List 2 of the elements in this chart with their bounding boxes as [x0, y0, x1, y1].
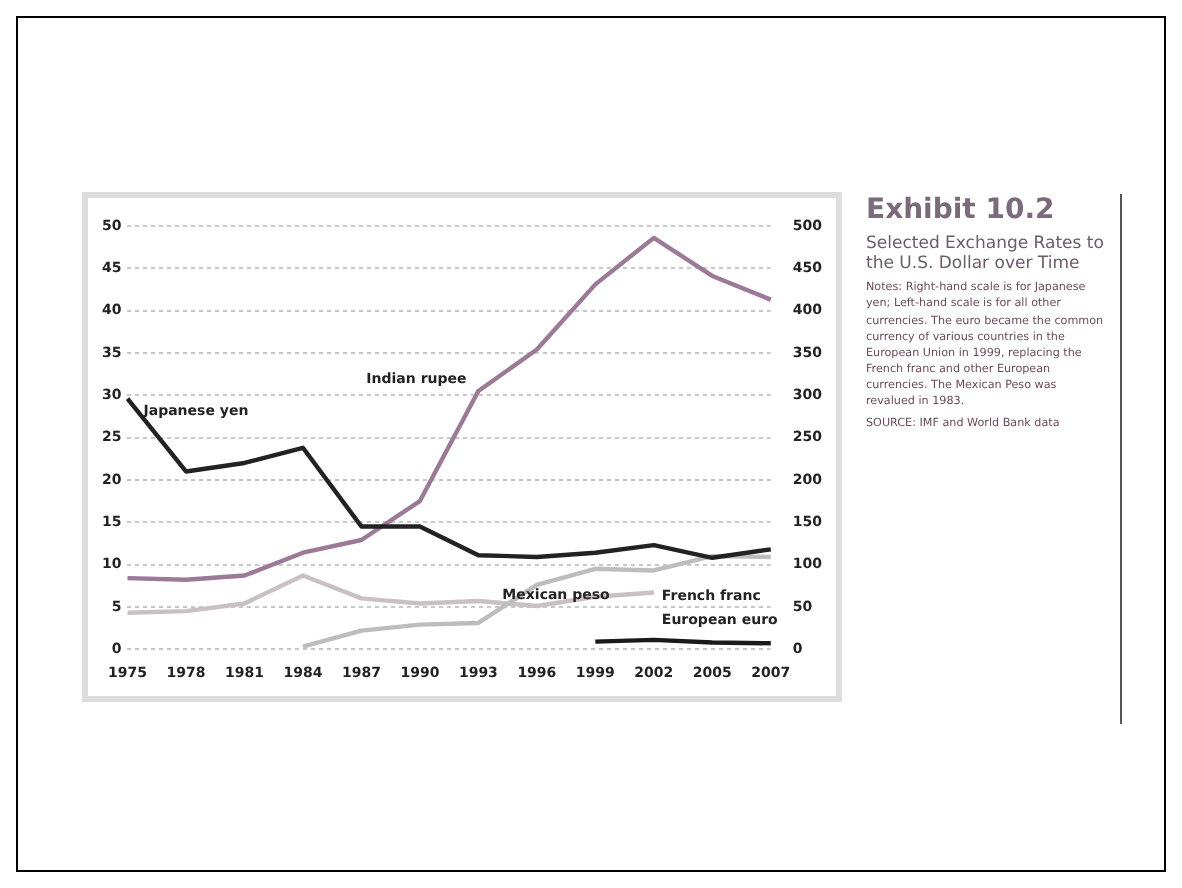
- text: Exhibit 10.2: [866, 194, 1057, 226]
- text: Selected Exchange Rates to the U.S. Dollar over Time: [866, 234, 1106, 275]
